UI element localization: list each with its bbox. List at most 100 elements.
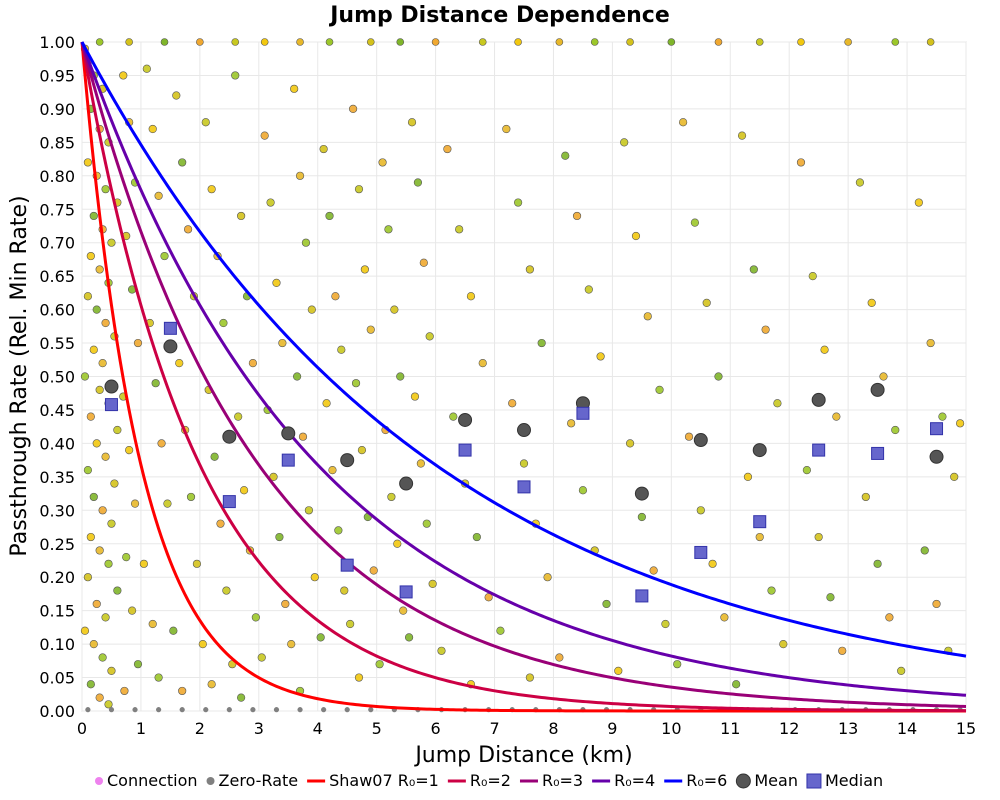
connection-point	[455, 225, 464, 234]
connection-point	[413, 178, 423, 187]
mean-marker	[811, 392, 826, 407]
connection-point	[272, 278, 281, 287]
connection-point	[154, 673, 163, 682]
zero-rate-point	[156, 707, 162, 713]
connection-point	[407, 118, 417, 127]
connection-point	[340, 586, 349, 595]
connection-point	[130, 499, 140, 508]
connection-point	[154, 191, 163, 200]
connection-point	[234, 412, 243, 421]
connection-point	[186, 492, 196, 502]
connection-point	[298, 432, 308, 441]
connection-point	[614, 666, 623, 675]
connection-point	[95, 546, 104, 555]
curve-line	[80, 41, 967, 708]
connection-point	[404, 633, 414, 642]
connection-point	[891, 38, 900, 46]
connection-point	[287, 639, 296, 649]
connection-point	[714, 38, 723, 46]
connection-point	[637, 512, 646, 522]
mean-marker	[693, 433, 708, 448]
x-tick-label: 6	[431, 719, 441, 738]
connection-point	[110, 479, 119, 488]
y-tick-label: 0.90	[39, 100, 75, 119]
connection-point	[773, 399, 782, 408]
connection-point	[950, 472, 959, 481]
y-tick-label: 0.20	[39, 568, 75, 587]
connection-point	[151, 379, 160, 388]
connection-point	[334, 526, 343, 535]
median-marker	[281, 453, 295, 467]
connection-point	[269, 472, 278, 481]
connection-point	[897, 666, 906, 675]
x-tick-label: 13	[838, 719, 858, 738]
connection-point	[855, 178, 865, 187]
connection-point	[80, 626, 90, 635]
legend-swatch	[206, 777, 215, 785]
connection-point	[920, 546, 929, 555]
connection-point	[319, 144, 328, 154]
connection-point	[956, 419, 965, 428]
connection-point	[478, 38, 487, 46]
connection-point	[83, 292, 92, 301]
connection-point	[519, 459, 529, 468]
mean-marker	[399, 476, 414, 491]
connection-point	[354, 673, 364, 682]
connection-point	[95, 265, 104, 274]
connection-point	[643, 312, 652, 321]
connection-point	[714, 372, 723, 381]
mean-marker	[458, 412, 473, 427]
y-tick-label: 0.55	[39, 334, 75, 353]
connection-point	[466, 292, 476, 301]
connection-point	[86, 251, 95, 261]
connection-point	[478, 359, 487, 368]
mean-marker	[752, 443, 767, 458]
connection-point	[89, 345, 98, 354]
connection-point	[107, 666, 116, 675]
connection-point	[95, 385, 104, 394]
connection-point	[514, 198, 523, 207]
mean-marker	[517, 423, 531, 438]
connection-point	[702, 298, 711, 308]
x-tick-label: 3	[254, 719, 264, 738]
connection-point	[885, 613, 894, 622]
connection-point	[390, 305, 399, 314]
zero-rate-point	[203, 707, 209, 713]
zero-rate-point	[179, 707, 185, 713]
connection-point	[422, 519, 431, 528]
connection-point	[89, 211, 98, 221]
curve-layer	[80, 41, 967, 713]
connection-point	[525, 673, 534, 682]
connection-point	[690, 218, 700, 227]
connection-point	[396, 38, 405, 46]
connection-point	[281, 599, 290, 609]
connection-point	[525, 265, 534, 274]
x-axis-label: Jump Distance (km)	[413, 743, 632, 768]
connection-point	[301, 238, 311, 247]
connection-point	[322, 399, 331, 408]
mean-marker	[340, 453, 355, 468]
connection-point	[133, 338, 143, 348]
connection-point	[92, 305, 101, 314]
connection-point	[543, 573, 552, 582]
connection-point	[679, 118, 688, 127]
connection-point	[555, 653, 564, 662]
connection-point	[428, 579, 437, 588]
connection-point	[178, 686, 187, 696]
legend-swatch	[806, 773, 822, 789]
x-tick-label: 12	[779, 719, 799, 738]
connection-point	[307, 305, 316, 314]
connection-point	[201, 118, 210, 127]
connection-point	[125, 445, 134, 455]
mean-marker	[163, 339, 178, 354]
connection-point	[708, 559, 717, 568]
connection-point	[196, 38, 204, 46]
connection-point	[310, 573, 319, 582]
connection-point	[496, 626, 505, 635]
y-tick-label: 0.65	[39, 267, 75, 286]
zero-rate-point	[321, 707, 327, 713]
connection-point	[369, 566, 378, 575]
connection-point	[296, 38, 304, 46]
median-marker	[458, 443, 472, 457]
